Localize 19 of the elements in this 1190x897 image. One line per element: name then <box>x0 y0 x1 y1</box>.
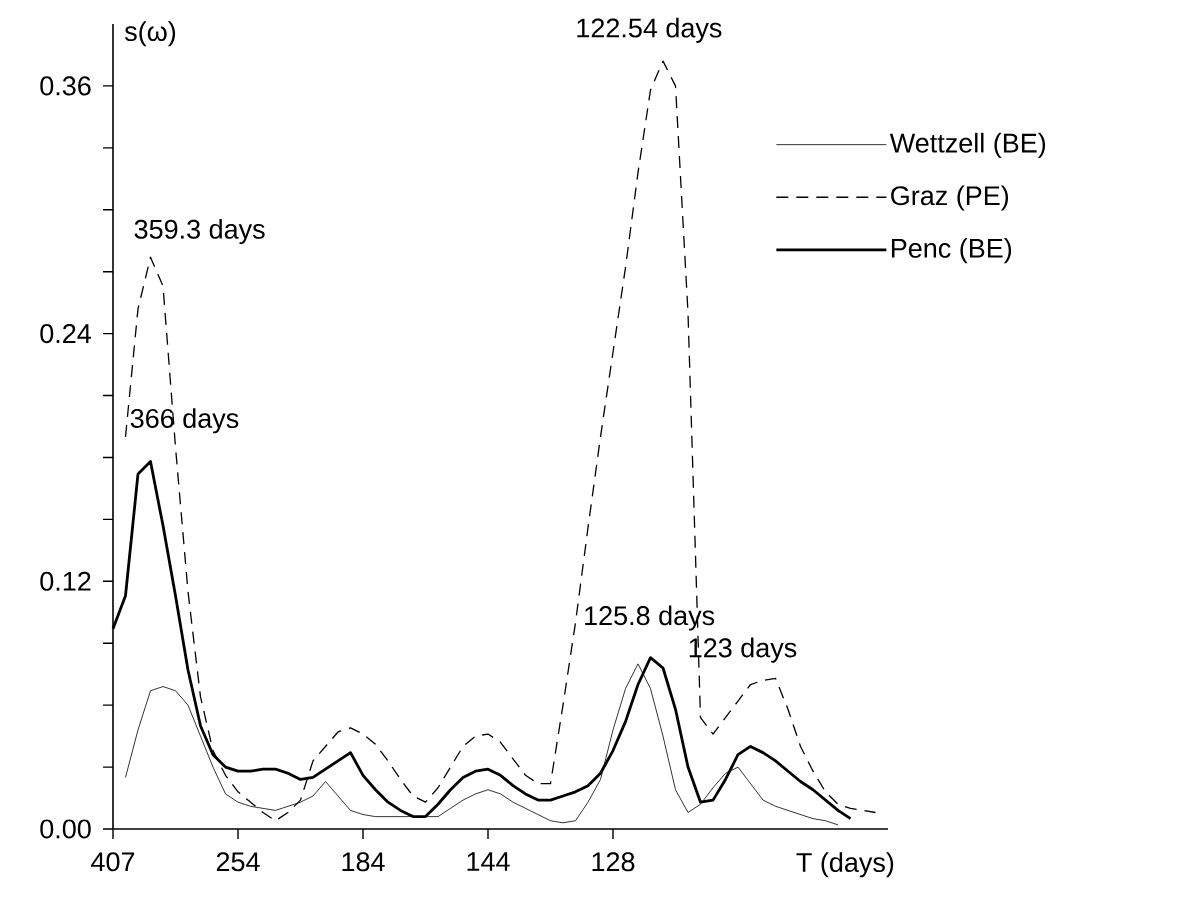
x-tick-label: 144 <box>467 852 510 871</box>
annotation: 123 days <box>689 637 797 663</box>
x-tick-label: 128 <box>592 852 635 872</box>
annotation: 122.54 days <box>577 17 722 43</box>
y-tick-label: 0.24 <box>40 324 91 344</box>
x-tick-label: 184 <box>342 852 385 872</box>
annotation: 125.8 days <box>585 605 715 631</box>
legend-label: Wettzell (BE) <box>889 132 1046 158</box>
legend-label: Graz (PE) <box>891 185 1009 211</box>
y-tick-label: 0.12 <box>40 571 91 591</box>
annotation: 366 days <box>130 408 239 434</box>
legend-label: Penc (BE) <box>891 238 1012 264</box>
y-tick-label: 0.36 <box>40 76 91 96</box>
y-tick-label: 0.00 <box>40 819 91 839</box>
x-axis-title: T (days) <box>796 852 894 878</box>
x-tick-label: 254 <box>216 852 260 872</box>
x-tick-label: 407 <box>91 852 135 872</box>
annotation: 359.3 days <box>134 219 265 245</box>
y-axis-title: s(ω) <box>124 21 176 47</box>
